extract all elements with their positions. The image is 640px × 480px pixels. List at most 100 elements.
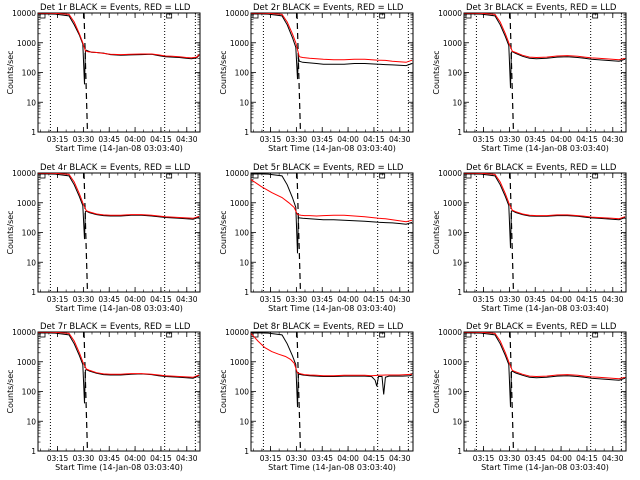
y-axis-label: Counts/sec [432, 369, 441, 413]
y-tick-label: 10 [239, 98, 249, 107]
y-axis-label: Counts/sec [219, 369, 228, 413]
x-tick-label: 04:30 [389, 135, 411, 144]
plot-frame [37, 172, 201, 293]
y-tick-label: 100 [448, 229, 463, 238]
plot-frame [250, 172, 414, 293]
corner-marker [379, 173, 386, 179]
x-tick-label: 04:00 [550, 135, 572, 144]
x-axis-label: Start Time (14-Jan-08 03:03:40) [55, 463, 183, 472]
panel-4: Det 4r BLACK = Events, RED = LLD 1 10 100 10… [6, 163, 201, 313]
corner-marker [252, 13, 259, 19]
x-tick-label: 04:30 [176, 454, 198, 463]
panel-title: Det 3r BLACK = Events, RED = LLD [466, 3, 617, 13]
y-tick-label: 1 [244, 128, 249, 137]
x-axis-label: Start Time (14-Jan-08 03:03:40) [481, 304, 609, 313]
panel-title: Det 7r BLACK = Events, RED = LLD [40, 322, 191, 332]
x-tick-label: 04:15 [576, 295, 598, 304]
x-tick-label: 03:15 [47, 135, 69, 144]
y-tick-label: 10 [452, 258, 462, 267]
y-tick-label: 1 [31, 288, 36, 297]
x-tick-label: 03:30 [499, 454, 521, 463]
y-tick-label: 10000 [438, 328, 462, 337]
x-tick-label: 03:30 [73, 454, 95, 463]
corner-marker [592, 173, 599, 179]
y-tick-label: 10 [26, 258, 36, 267]
y-tick-label: 1000 [17, 39, 36, 48]
corner-marker [592, 13, 599, 19]
series-lld-line [464, 332, 626, 380]
series-lld-line [38, 173, 200, 219]
y-axis-label: Counts/sec [432, 50, 441, 94]
y-tick-label: 1000 [230, 358, 249, 367]
series-events-line [251, 332, 413, 408]
y-axis-label: Counts/sec [432, 210, 441, 254]
x-tick-label: 03:30 [499, 135, 521, 144]
x-tick-label: 03:45 [311, 135, 333, 144]
panel-5: Det 5r BLACK = Events, RED = LLD 1 10 100 10… [219, 163, 414, 313]
x-tick-label: 03:45 [524, 454, 546, 463]
x-tick-label: 04:15 [363, 454, 385, 463]
y-tick-label: 10000 [225, 328, 249, 337]
panel-title: Det 1r BLACK = Events, RED = LLD [40, 3, 191, 13]
panel-title: Det 5r BLACK = Events, RED = LLD [253, 163, 404, 173]
x-tick-label: 04:30 [602, 135, 624, 144]
series-events-line [38, 173, 200, 240]
corner-marker [252, 173, 259, 179]
series-lld-line [251, 13, 413, 63]
x-axis-label: Start Time (14-Jan-08 03:03:40) [55, 304, 183, 313]
x-tick-label: 03:45 [311, 295, 333, 304]
corner-marker [379, 332, 386, 338]
x-tick-label: 04:15 [150, 135, 172, 144]
y-tick-label: 1 [31, 128, 36, 137]
y-tick-label: 1 [31, 447, 36, 456]
y-tick-label: 100 [22, 69, 37, 78]
x-tick-label: 03:15 [473, 135, 495, 144]
x-tick-label: 03:15 [260, 454, 282, 463]
x-axis-label: Start Time (14-Jan-08 03:03:40) [268, 144, 396, 153]
corner-marker [39, 13, 46, 19]
panel-title: Det 8r BLACK = Events, RED = LLD [253, 322, 404, 332]
series-events-line [464, 173, 626, 249]
series-events-line [251, 13, 413, 80]
x-tick-label: 03:45 [98, 454, 120, 463]
x-tick-label: 04:15 [150, 295, 172, 304]
x-tick-label: 04:30 [602, 454, 624, 463]
corner-marker [39, 332, 46, 338]
y-tick-label: 1000 [230, 199, 249, 208]
series-events-line [38, 13, 200, 85]
plot-frame [250, 331, 414, 452]
x-tick-label: 03:30 [286, 295, 308, 304]
series-lld-line [251, 179, 413, 223]
y-tick-label: 10000 [438, 169, 462, 178]
y-axis-label: Counts/sec [219, 50, 228, 94]
series-events-line [464, 13, 626, 89]
x-tick-label: 04:00 [337, 295, 359, 304]
panel-title: Det 9r BLACK = Events, RED = LLD [466, 322, 617, 332]
y-tick-label: 100 [22, 388, 37, 397]
series-lld-line [38, 13, 200, 59]
y-tick-label: 100 [448, 69, 463, 78]
x-tick-label: 03:45 [524, 295, 546, 304]
series-events-line [464, 332, 626, 408]
plot-frame [463, 172, 627, 293]
panel-6: Det 6r BLACK = Events, RED = LLD 1 10 100 10… [432, 163, 627, 313]
y-tick-label: 10000 [438, 9, 462, 18]
x-tick-label: 03:15 [47, 454, 69, 463]
corner-marker [166, 13, 173, 19]
y-tick-label: 10 [452, 417, 462, 426]
corner-marker [39, 173, 46, 179]
corner-marker [166, 173, 173, 179]
x-axis-label: Start Time (14-Jan-08 03:03:40) [481, 144, 609, 153]
plot-frame [37, 331, 201, 452]
y-tick-label: 100 [235, 69, 250, 78]
y-tick-label: 10 [452, 98, 462, 107]
x-tick-label: 04:00 [124, 454, 146, 463]
y-tick-label: 1000 [443, 199, 462, 208]
x-tick-label: 04:15 [576, 135, 598, 144]
panel-8: Det 8r BLACK = Events, RED = LLD 1 10 100 10… [219, 322, 414, 472]
x-tick-label: 03:30 [73, 135, 95, 144]
y-tick-label: 100 [448, 388, 463, 397]
x-tick-label: 04:30 [602, 295, 624, 304]
plot-frame [37, 12, 201, 133]
